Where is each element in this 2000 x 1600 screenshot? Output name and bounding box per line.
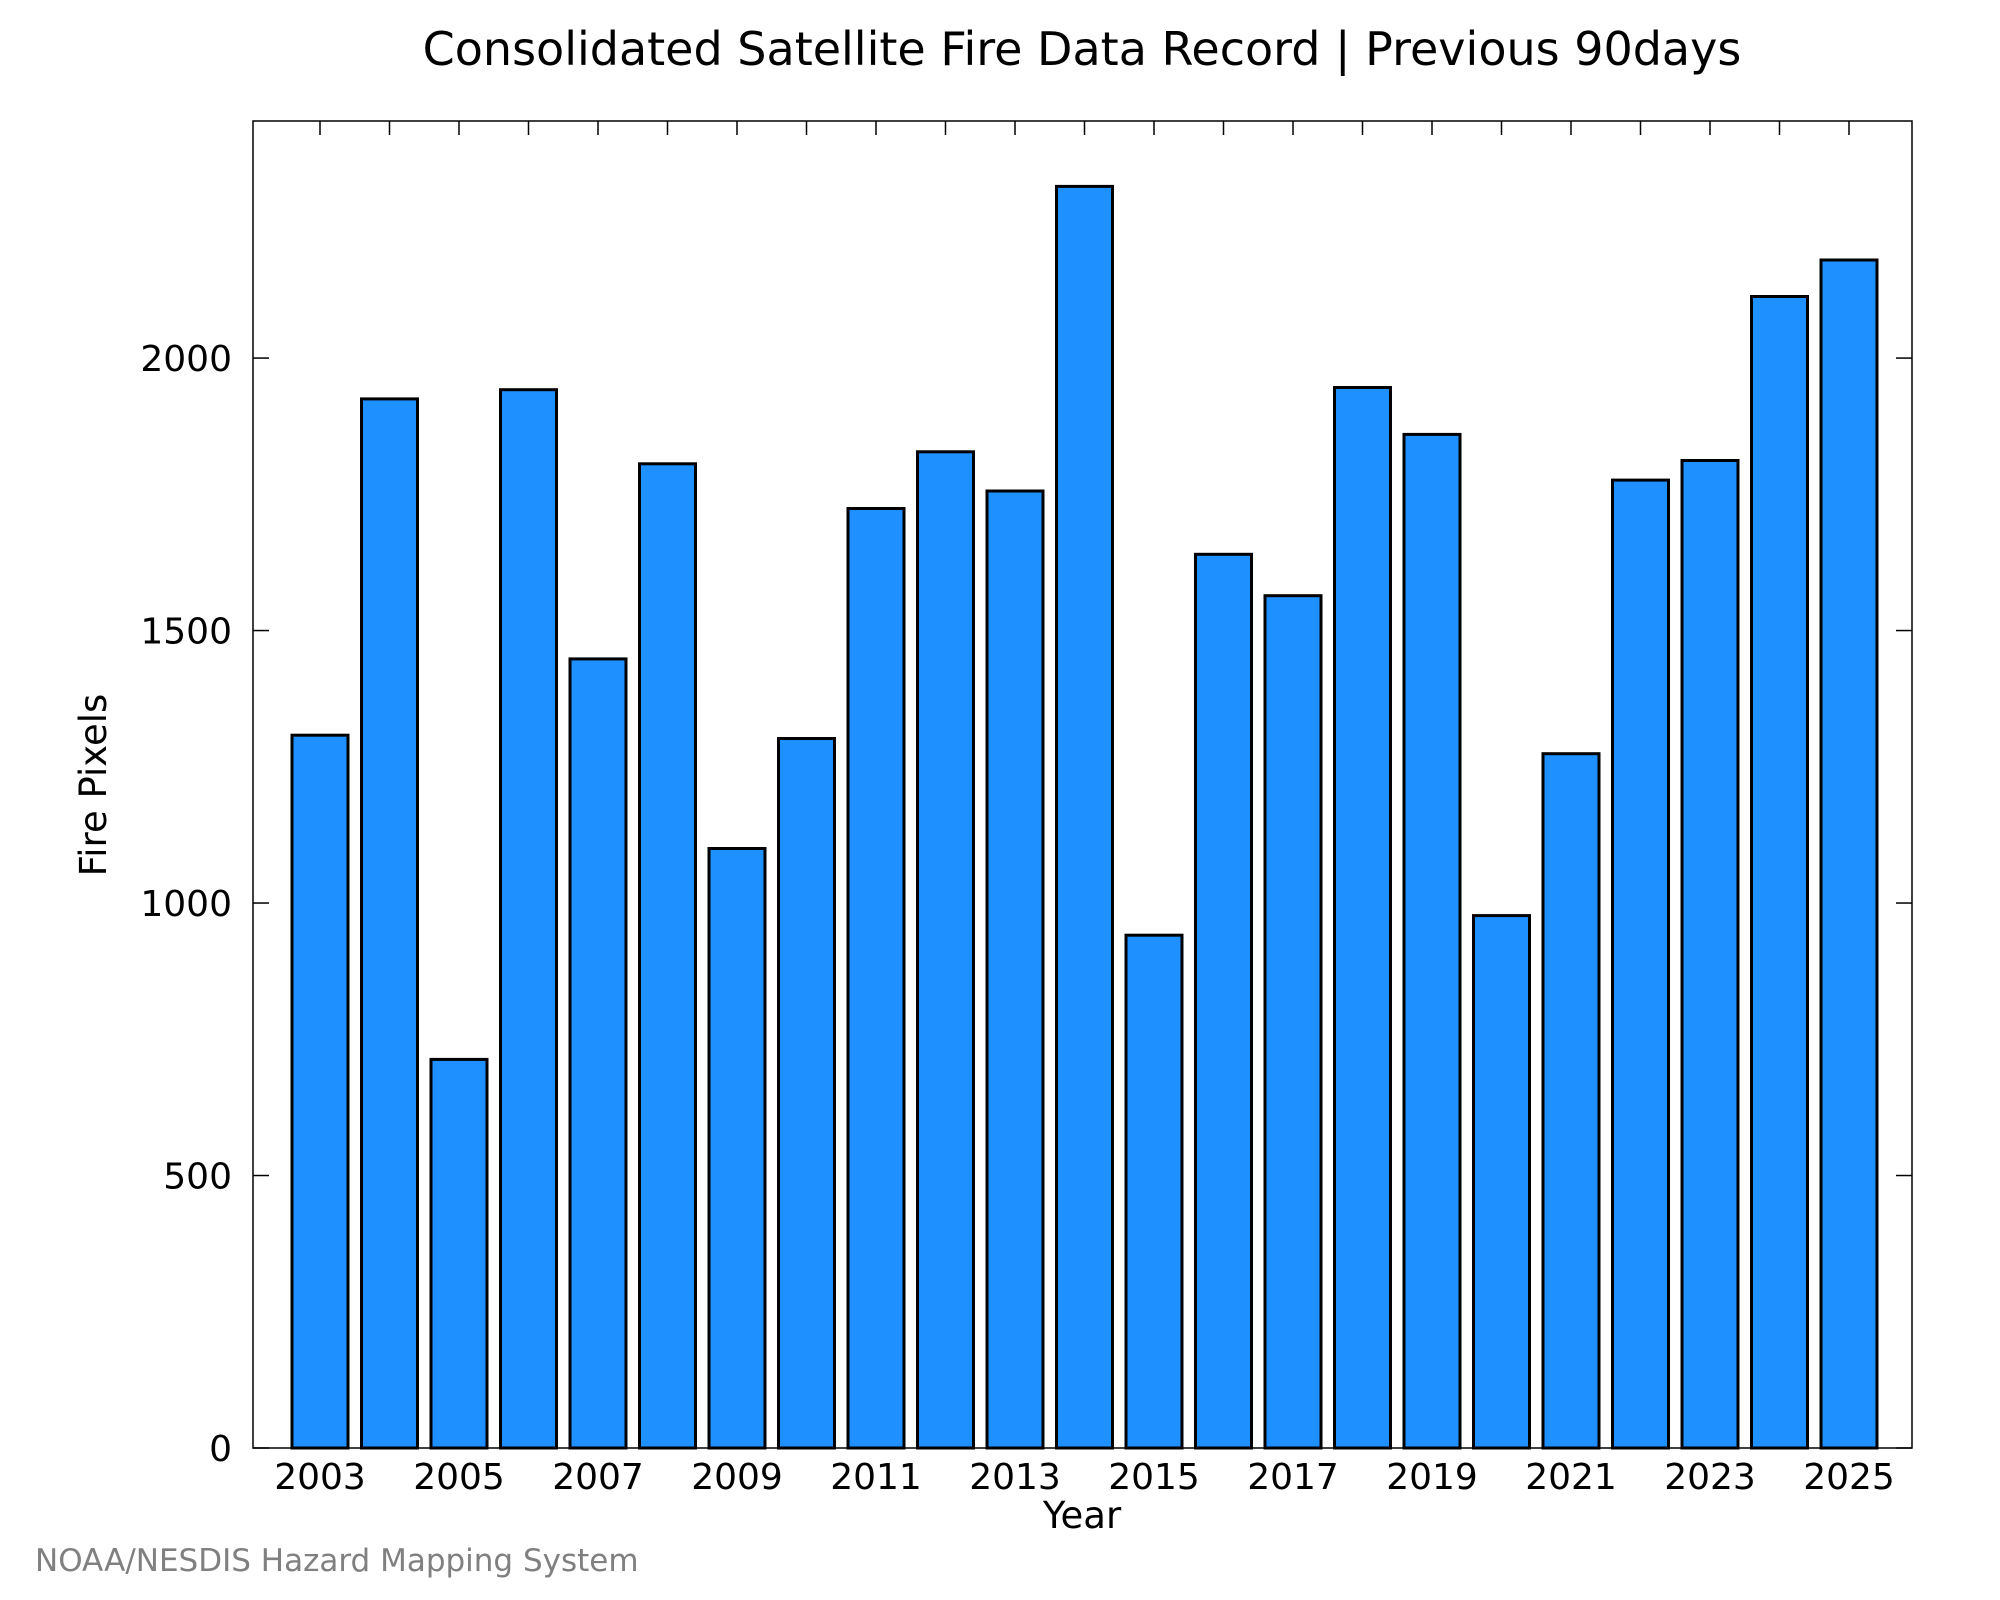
x-tick-label: 2013 xyxy=(969,1457,1061,1498)
bar-2017 xyxy=(1263,594,1323,1450)
y-tick-label: 500 xyxy=(163,1157,232,1198)
bar-2008 xyxy=(638,462,697,1450)
bar-2010 xyxy=(777,737,836,1450)
bar-2016 xyxy=(1194,552,1253,1450)
x-tick-label: 2019 xyxy=(1386,1457,1478,1498)
bar-2007 xyxy=(568,657,628,1450)
bar-2022 xyxy=(1611,478,1670,1450)
y-tick-label: 1500 xyxy=(140,612,232,653)
y-tick-label: 0 xyxy=(209,1429,232,1470)
bar-2005 xyxy=(429,1057,489,1450)
x-axis-tick-labels: 2003 2005 2007 2009 2011 2013 2015 2017 2019 2021… xyxy=(274,1457,1895,1498)
x-tick-label: 2011 xyxy=(830,1457,922,1498)
bar-2014 xyxy=(1055,184,1114,1450)
x-tick-label: 2023 xyxy=(1664,1457,1756,1498)
x-tick-label: 2017 xyxy=(1247,1457,1339,1498)
x-tick-label: 2005 xyxy=(413,1457,505,1498)
bar-2003 xyxy=(290,733,350,1450)
x-tick-label: 2003 xyxy=(274,1457,366,1498)
bar-2018 xyxy=(1333,386,1392,1450)
bar-2004 xyxy=(360,397,419,1450)
bar-2020 xyxy=(1472,914,1531,1450)
x-tick-label: 2025 xyxy=(1803,1457,1895,1498)
y-axis-label: Fire Pixels xyxy=(72,694,115,877)
credit-text: NOAA/NESDIS Hazard Mapping System xyxy=(35,1543,639,1579)
bar-2019 xyxy=(1402,432,1462,1450)
bar-2025 xyxy=(1819,258,1879,1450)
x-tick-label: 2007 xyxy=(552,1457,644,1498)
chart-title: Consolidated Satellite Fire Data Record … xyxy=(423,22,1742,77)
y-tick-label: 2000 xyxy=(140,339,232,380)
bar-2015 xyxy=(1124,933,1184,1450)
y-tick-label: 1000 xyxy=(140,884,232,925)
bar-2006 xyxy=(499,388,558,1450)
bar-2024 xyxy=(1750,295,1809,1450)
bar-2023 xyxy=(1680,459,1740,1450)
bar-2009 xyxy=(707,847,767,1450)
y-axis-tick-labels: 0 500 1000 1500 2000 xyxy=(140,339,232,1470)
bar-series xyxy=(290,184,1879,1450)
x-tick-label: 2021 xyxy=(1525,1457,1617,1498)
bar-2013 xyxy=(985,489,1045,1450)
bar-2012 xyxy=(916,450,975,1450)
bar-2011 xyxy=(846,507,906,1450)
x-tick-label: 2015 xyxy=(1108,1457,1200,1498)
x-tick-label: 2009 xyxy=(691,1457,783,1498)
bar-2021 xyxy=(1541,752,1601,1450)
x-axis-label: Year xyxy=(1042,1494,1122,1537)
